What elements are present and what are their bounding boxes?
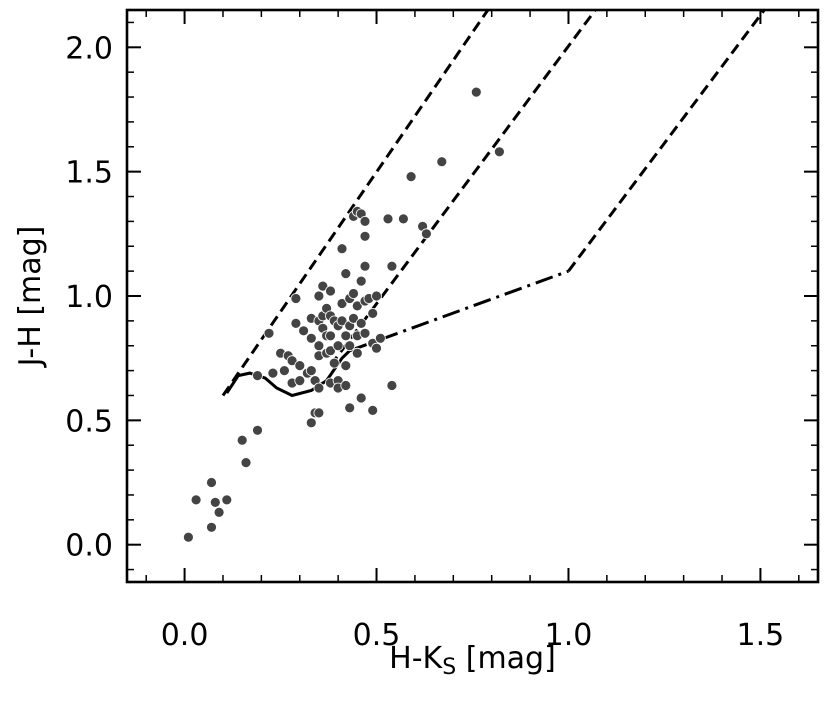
data-point	[298, 325, 310, 337]
reference-lines	[221, 10, 766, 398]
data-point	[355, 392, 367, 404]
data-point	[206, 477, 217, 488]
ctts-locus-line	[349, 269, 569, 353]
data-point	[240, 457, 252, 469]
data-point	[286, 355, 298, 367]
x-tick-label: 0.0	[161, 618, 209, 653]
data-point	[340, 380, 352, 391]
data-point	[405, 171, 417, 183]
x-tick-label: 1.0	[545, 618, 593, 653]
data-point	[236, 434, 248, 446]
data-point	[206, 521, 217, 533]
data-point	[340, 330, 352, 342]
data-point	[344, 340, 356, 352]
data-point	[190, 494, 202, 506]
data-point	[290, 293, 302, 304]
data-point	[336, 315, 348, 327]
x-axis-label-unit: [mag]	[456, 641, 556, 676]
data-point	[340, 268, 352, 280]
data-points	[182, 86, 505, 543]
data-point	[367, 404, 379, 416]
data-point	[374, 332, 386, 344]
data-point	[313, 407, 325, 419]
y-tick-labels: 0.0 0.5 1.0 1.5 2.0	[65, 31, 113, 563]
data-point	[344, 402, 356, 414]
data-point	[252, 424, 263, 436]
data-point	[386, 380, 398, 391]
data-point	[252, 370, 263, 382]
data-point	[325, 330, 336, 342]
data-point	[493, 146, 505, 158]
data-point	[213, 507, 225, 518]
reddening-vector-3	[567, 10, 766, 273]
plot-frame	[125, 8, 820, 584]
y-tick-label: 1.5	[65, 156, 113, 191]
data-point	[397, 213, 409, 225]
x-axis-label-main: H-K	[389, 641, 443, 676]
data-point	[371, 342, 382, 354]
y-tick-label: 0.0	[65, 529, 113, 564]
data-point	[313, 290, 325, 302]
data-point	[351, 347, 363, 359]
data-point	[290, 317, 302, 329]
data-point	[294, 375, 306, 387]
x-tick-label: 0.5	[353, 618, 401, 653]
reddening-vector-2	[329, 10, 597, 367]
data-point	[336, 243, 348, 255]
data-point	[371, 290, 382, 302]
data-point	[305, 417, 317, 429]
data-point	[313, 382, 325, 394]
data-point	[359, 327, 371, 339]
data-point	[470, 86, 482, 98]
data-point	[182, 531, 194, 543]
x-axis-label-subscript: S	[442, 655, 456, 680]
data-point	[359, 260, 371, 272]
data-point	[386, 260, 398, 272]
data-point	[359, 215, 371, 227]
data-point	[382, 213, 394, 225]
main-sequence-locus	[225, 349, 351, 398]
data-point	[355, 275, 367, 287]
data-point	[325, 345, 336, 357]
data-point	[436, 156, 448, 168]
data-point	[359, 230, 371, 242]
data-point	[332, 340, 344, 352]
data-point	[420, 228, 432, 240]
data-point	[313, 340, 325, 352]
x-tick-label: 1.5	[737, 618, 785, 653]
data-point	[348, 288, 359, 299]
data-point	[305, 365, 317, 377]
data-point	[267, 367, 279, 379]
x-tick-labels: 0.0 0.5 1.0 1.5	[161, 618, 785, 653]
data-point	[209, 496, 221, 508]
data-point	[336, 298, 348, 309]
y-tick-label: 1.0	[65, 280, 113, 315]
data-point	[305, 332, 317, 344]
y-tick-label: 2.0	[65, 31, 113, 66]
data-point	[328, 357, 340, 369]
data-point	[367, 307, 379, 319]
x-axis-label: H-KS [mag]	[389, 641, 556, 680]
data-point	[325, 285, 336, 297]
data-point	[278, 365, 290, 377]
data-point	[351, 300, 363, 312]
data-point	[340, 360, 352, 372]
y-axis-label: J-H [mag]	[13, 226, 48, 369]
data-point	[294, 360, 306, 372]
y-tick-label: 0.5	[65, 404, 113, 439]
data-point	[221, 494, 233, 506]
data-point	[348, 312, 359, 324]
data-point	[263, 327, 275, 339]
data-point	[317, 280, 329, 292]
data-point	[355, 317, 367, 329]
